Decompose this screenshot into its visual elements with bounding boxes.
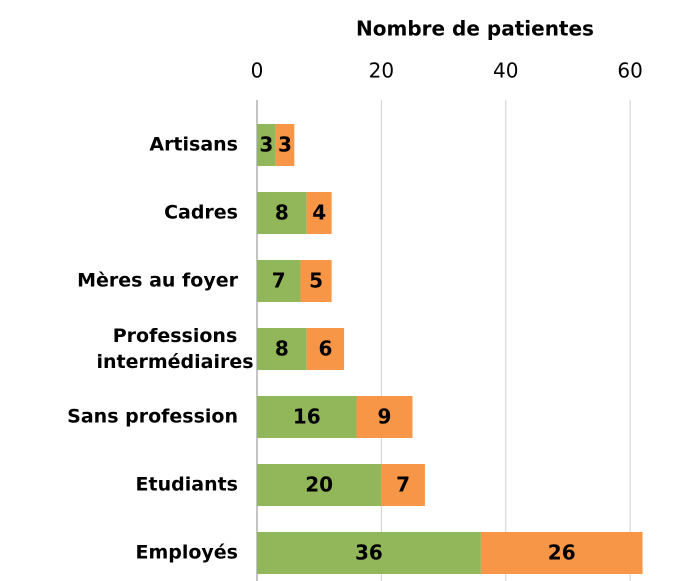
y-tick-label: Cadres — [164, 202, 238, 224]
x-tick-label: 60 — [617, 59, 642, 83]
data-label: 8 — [275, 201, 289, 225]
data-label: 16 — [293, 405, 321, 429]
data-label: 9 — [378, 405, 392, 429]
data-label: 8 — [275, 337, 289, 361]
bar-segment — [306, 192, 332, 234]
data-label: 4 — [312, 201, 326, 225]
data-label: 3 — [278, 133, 292, 157]
bar-segment — [257, 124, 276, 166]
data-label: 36 — [355, 541, 383, 565]
bar-segment — [257, 260, 301, 302]
bar-segment — [480, 532, 643, 574]
y-tick-label: Mères au foyer — [77, 270, 239, 292]
x-tick-label: 40 — [493, 59, 518, 83]
y-tick-label: Sans profession — [67, 406, 238, 428]
bar-segment — [306, 328, 345, 370]
y-tick-label: Employés — [135, 542, 238, 564]
axis-title: Nombre de patientes — [356, 17, 594, 41]
y-tick-label: Artisans — [149, 134, 238, 156]
x-tick-label: 20 — [369, 59, 394, 83]
data-label: 5 — [309, 269, 323, 293]
bar-segment — [275, 124, 295, 166]
bar-segment — [257, 396, 357, 438]
data-label: 20 — [305, 473, 333, 497]
y-tick-label: Professions intermédiaires — [96, 325, 253, 373]
bar-segment — [300, 260, 332, 302]
bar-segment — [257, 532, 481, 574]
x-tick-label: 0 — [251, 59, 264, 83]
bar-segment — [257, 192, 307, 234]
data-label: 6 — [318, 337, 332, 361]
data-label: 7 — [272, 269, 286, 293]
data-label: 26 — [548, 541, 576, 565]
bar-segment — [257, 328, 307, 370]
data-label: 7 — [396, 473, 410, 497]
y-tick-label: Etudiants — [136, 474, 238, 496]
bar-segment — [257, 464, 382, 506]
data-label: 3 — [259, 133, 273, 157]
bar-segment — [381, 464, 425, 506]
bar-segment — [356, 396, 413, 438]
